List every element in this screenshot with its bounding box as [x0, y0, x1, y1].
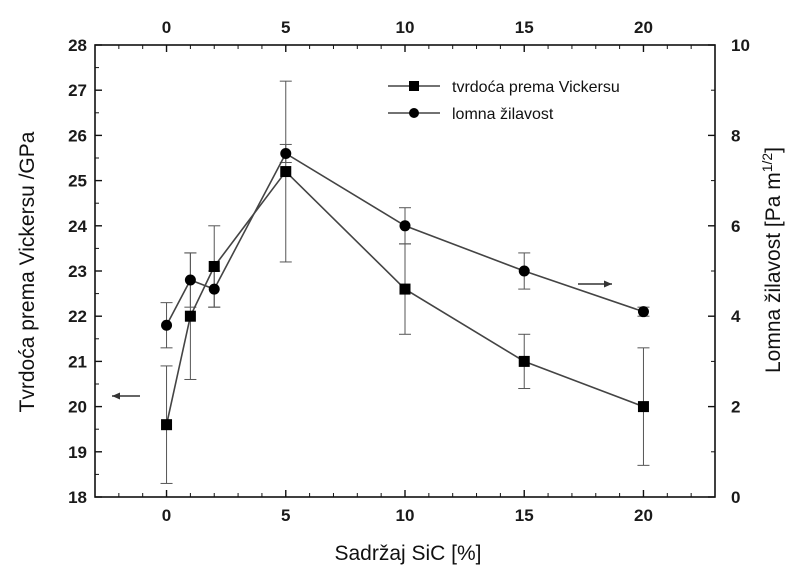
data-point-square — [161, 419, 173, 431]
data-point-square — [399, 283, 411, 295]
data-point-circle — [399, 220, 411, 232]
series-markers — [161, 147, 649, 431]
x-tick-label: 20 — [634, 506, 653, 525]
y-tick-label: 21 — [68, 352, 87, 371]
axis-indicator-arrows — [112, 280, 612, 400]
y-tick-label: 18 — [68, 488, 87, 507]
data-point-circle — [161, 319, 173, 331]
y-tick-label: 22 — [68, 307, 87, 326]
y-tick-label: 26 — [68, 126, 87, 145]
legend-label: lomna žilavost — [452, 106, 554, 123]
y2-tick-label: 0 — [731, 488, 740, 507]
data-point-circle — [208, 283, 220, 295]
y-tick-label: 27 — [68, 81, 87, 100]
y2-axis-title: Lomna žilavost [Pa m1/2] — [759, 147, 785, 373]
y-tick-label: 25 — [68, 172, 87, 191]
y-axis-title: Tvrdoća prema Vickersu /GPa — [16, 131, 39, 412]
legend: tvrdoća prema Vickersu lomna žilavost — [388, 79, 620, 123]
y2-tick-label: 2 — [731, 398, 740, 417]
top-tick-label: 0 — [162, 18, 171, 37]
top-tick-label: 20 — [634, 18, 653, 37]
y2-tick-label: 4 — [731, 307, 741, 326]
top-tick-label: 5 — [281, 18, 290, 37]
x-tick-label: 15 — [515, 506, 534, 525]
data-point-square — [637, 401, 649, 413]
y2-tick-label: 8 — [731, 126, 740, 145]
legend-label: tvrdoća prema Vickersu — [452, 79, 620, 96]
y-tick-label: 23 — [68, 262, 87, 281]
data-point-square — [518, 355, 530, 367]
data-point-square — [184, 310, 196, 322]
y-tick-label: 19 — [68, 443, 87, 462]
x-tick-label: 10 — [396, 506, 415, 525]
x-axis-title: Sadržaj SiC [%] — [334, 542, 481, 565]
legend-marker-square — [409, 81, 419, 91]
data-point-circle — [184, 274, 196, 286]
tick-labels: 0 5 10 15 200 5 10 15 20181920212223242526272802… — [68, 18, 750, 525]
y2-tick-label: 10 — [731, 36, 750, 55]
data-point-circle — [637, 306, 649, 318]
data-point-square — [208, 260, 220, 272]
y2-axis-title-end: ] — [762, 147, 785, 153]
y-tick-label: 24 — [68, 217, 87, 236]
legend-marker-circle — [409, 108, 419, 118]
y2-axis-title-sup: 1/2 — [759, 153, 775, 173]
y2-axis-title-main: Lomna žilavost [Pa m — [762, 172, 785, 373]
data-point-circle — [280, 147, 292, 159]
top-tick-label: 15 — [515, 18, 534, 37]
y-tick-label: 28 — [68, 36, 87, 55]
right-axis-arrow-head — [604, 280, 612, 288]
left-axis-arrow-head — [112, 392, 120, 400]
axes — [94, 44, 716, 498]
data-point-circle — [518, 265, 530, 277]
x-tick-label: 5 — [281, 506, 290, 525]
x-tick-label: 0 — [162, 506, 171, 525]
error-bars — [160, 80, 650, 484]
y2-tick-label: 6 — [731, 217, 740, 236]
top-tick-label: 10 — [396, 18, 415, 37]
y-tick-label: 20 — [68, 398, 87, 417]
data-point-square — [280, 166, 292, 178]
